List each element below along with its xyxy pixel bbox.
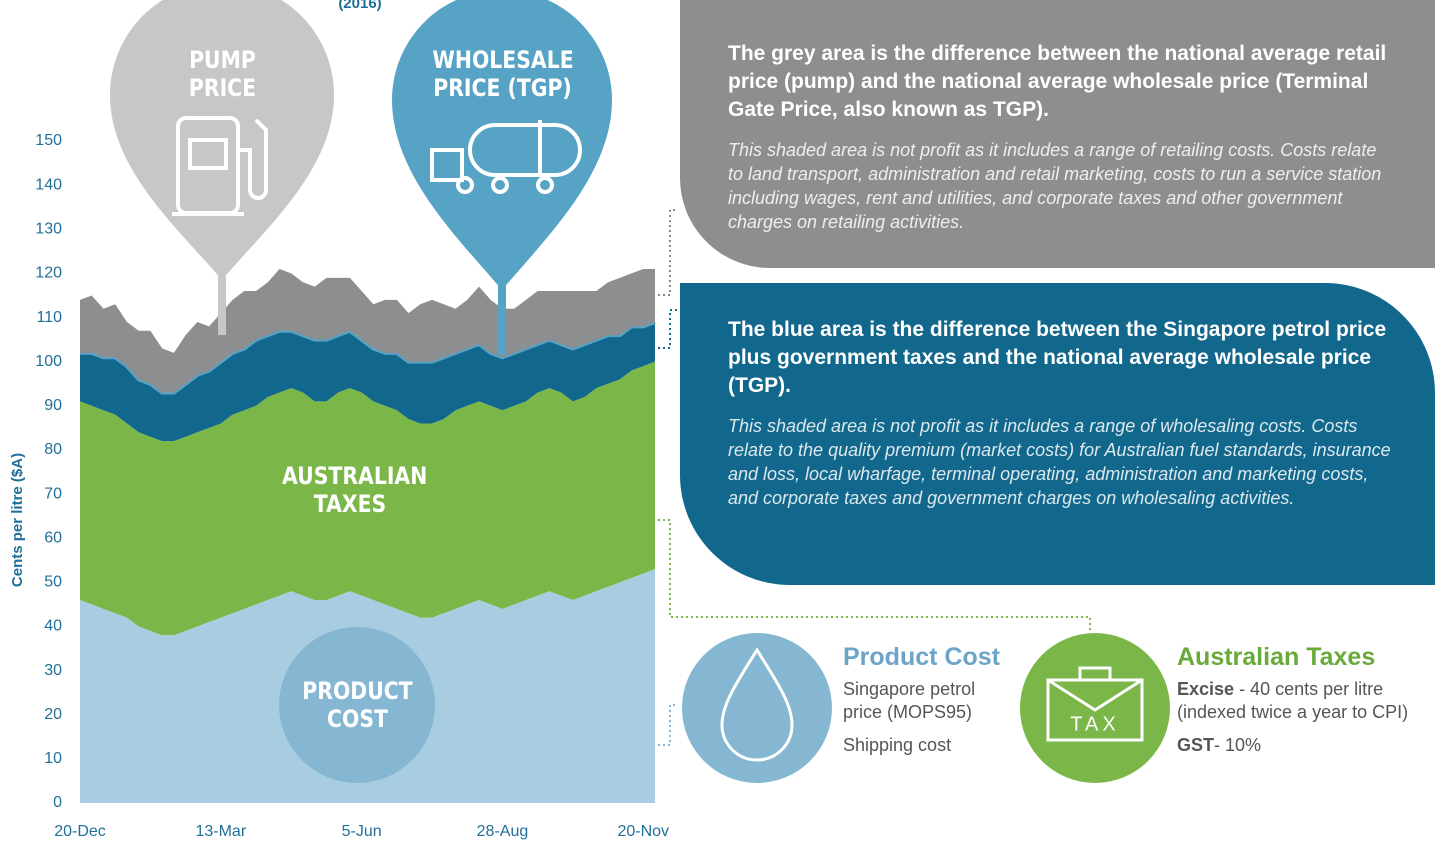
chart-title: (2016)	[338, 0, 381, 12]
connectors	[658, 209, 1091, 746]
taxes-label: AUSTRALIAN TAXES	[282, 462, 428, 518]
pump-label: PUMP PRICE	[188, 46, 257, 102]
panel-body: This shaded area is not profit as it inc…	[728, 140, 1382, 232]
x-tick-label: 13-Mar	[195, 823, 246, 840]
x-tick-label: 20-Dec	[54, 823, 106, 840]
area	[80, 268, 655, 393]
panel-body: This shaded area is not profit as it inc…	[728, 416, 1391, 508]
area	[80, 361, 655, 636]
y-tick-label: 90	[44, 397, 62, 414]
grey-panel: The grey area is the difference between …	[680, 0, 1435, 268]
y-tick-label: 130	[35, 220, 62, 237]
legend-text: Singapore petrol price (MOPS95)	[843, 679, 976, 722]
legend-text: Excise - 40 cents per litre (indexed twi…	[1177, 678, 1447, 724]
tgp-pin-stem	[498, 280, 506, 355]
tax-icon	[1046, 666, 1144, 742]
x-tick-label: 5-Jun	[342, 823, 382, 840]
x-tick-label: 20-Nov	[617, 823, 669, 840]
legend-title: Australian Taxes	[1177, 643, 1376, 671]
legend-text: GST- 10%	[1177, 734, 1447, 757]
product-cost-circle	[279, 627, 435, 783]
y-tick-label: 60	[44, 529, 62, 546]
legend-text: Shipping cost	[843, 735, 952, 755]
truck-icon	[430, 120, 582, 194]
y-tick-label: 110	[36, 309, 62, 326]
blue-panel: The blue area is the difference between …	[680, 283, 1435, 585]
y-tick-label: 150	[35, 132, 62, 149]
term: Excise	[1177, 679, 1235, 699]
area	[80, 321, 655, 442]
y-tick-label: 30	[44, 662, 62, 679]
y-axis-label: Cents per litre ($A)	[9, 453, 26, 587]
tax-icon-text: TAX	[1070, 713, 1119, 735]
term: GST	[1177, 735, 1215, 755]
x-tick-label: 28-Aug	[477, 823, 529, 840]
y-tick-label: 0	[53, 794, 62, 811]
y-tick-label: 100	[35, 353, 62, 370]
product-label: PRODUCT COST	[302, 677, 413, 733]
drop-icon	[720, 647, 794, 762]
pump-pin-stem	[218, 270, 226, 335]
y-tick-label: 80	[44, 441, 62, 458]
product-icon-circle	[682, 633, 832, 783]
legend-title: Product Cost	[843, 643, 1000, 671]
pump-icon	[172, 116, 268, 216]
tax-icon-circle	[1020, 633, 1170, 783]
y-tick-label: 20	[44, 706, 62, 723]
panel-heading: The grey area is the difference between …	[728, 42, 1387, 121]
text: - 10%	[1214, 735, 1262, 755]
text: - 40 cents per litre (indexed twice a ye…	[1177, 679, 1409, 722]
y-tick-label: 40	[44, 618, 62, 635]
y-tick-label: 10	[44, 750, 62, 767]
y-tick-label: 70	[44, 485, 62, 502]
y-tick-label: 120	[35, 265, 62, 282]
tgp-label: WHOLESALE PRICE (TGP)	[432, 46, 574, 102]
tgp-pin	[392, 0, 612, 290]
product-legend: Product Cost Singapore petrol price (MOP…	[843, 643, 1013, 757]
y-tick-label: 140	[35, 176, 62, 193]
y-tick-label: 50	[44, 574, 62, 591]
taxes-legend: Australian Taxes Excise - 40 cents per l…	[1177, 643, 1447, 757]
panel-heading: The blue area is the difference between …	[728, 318, 1387, 397]
